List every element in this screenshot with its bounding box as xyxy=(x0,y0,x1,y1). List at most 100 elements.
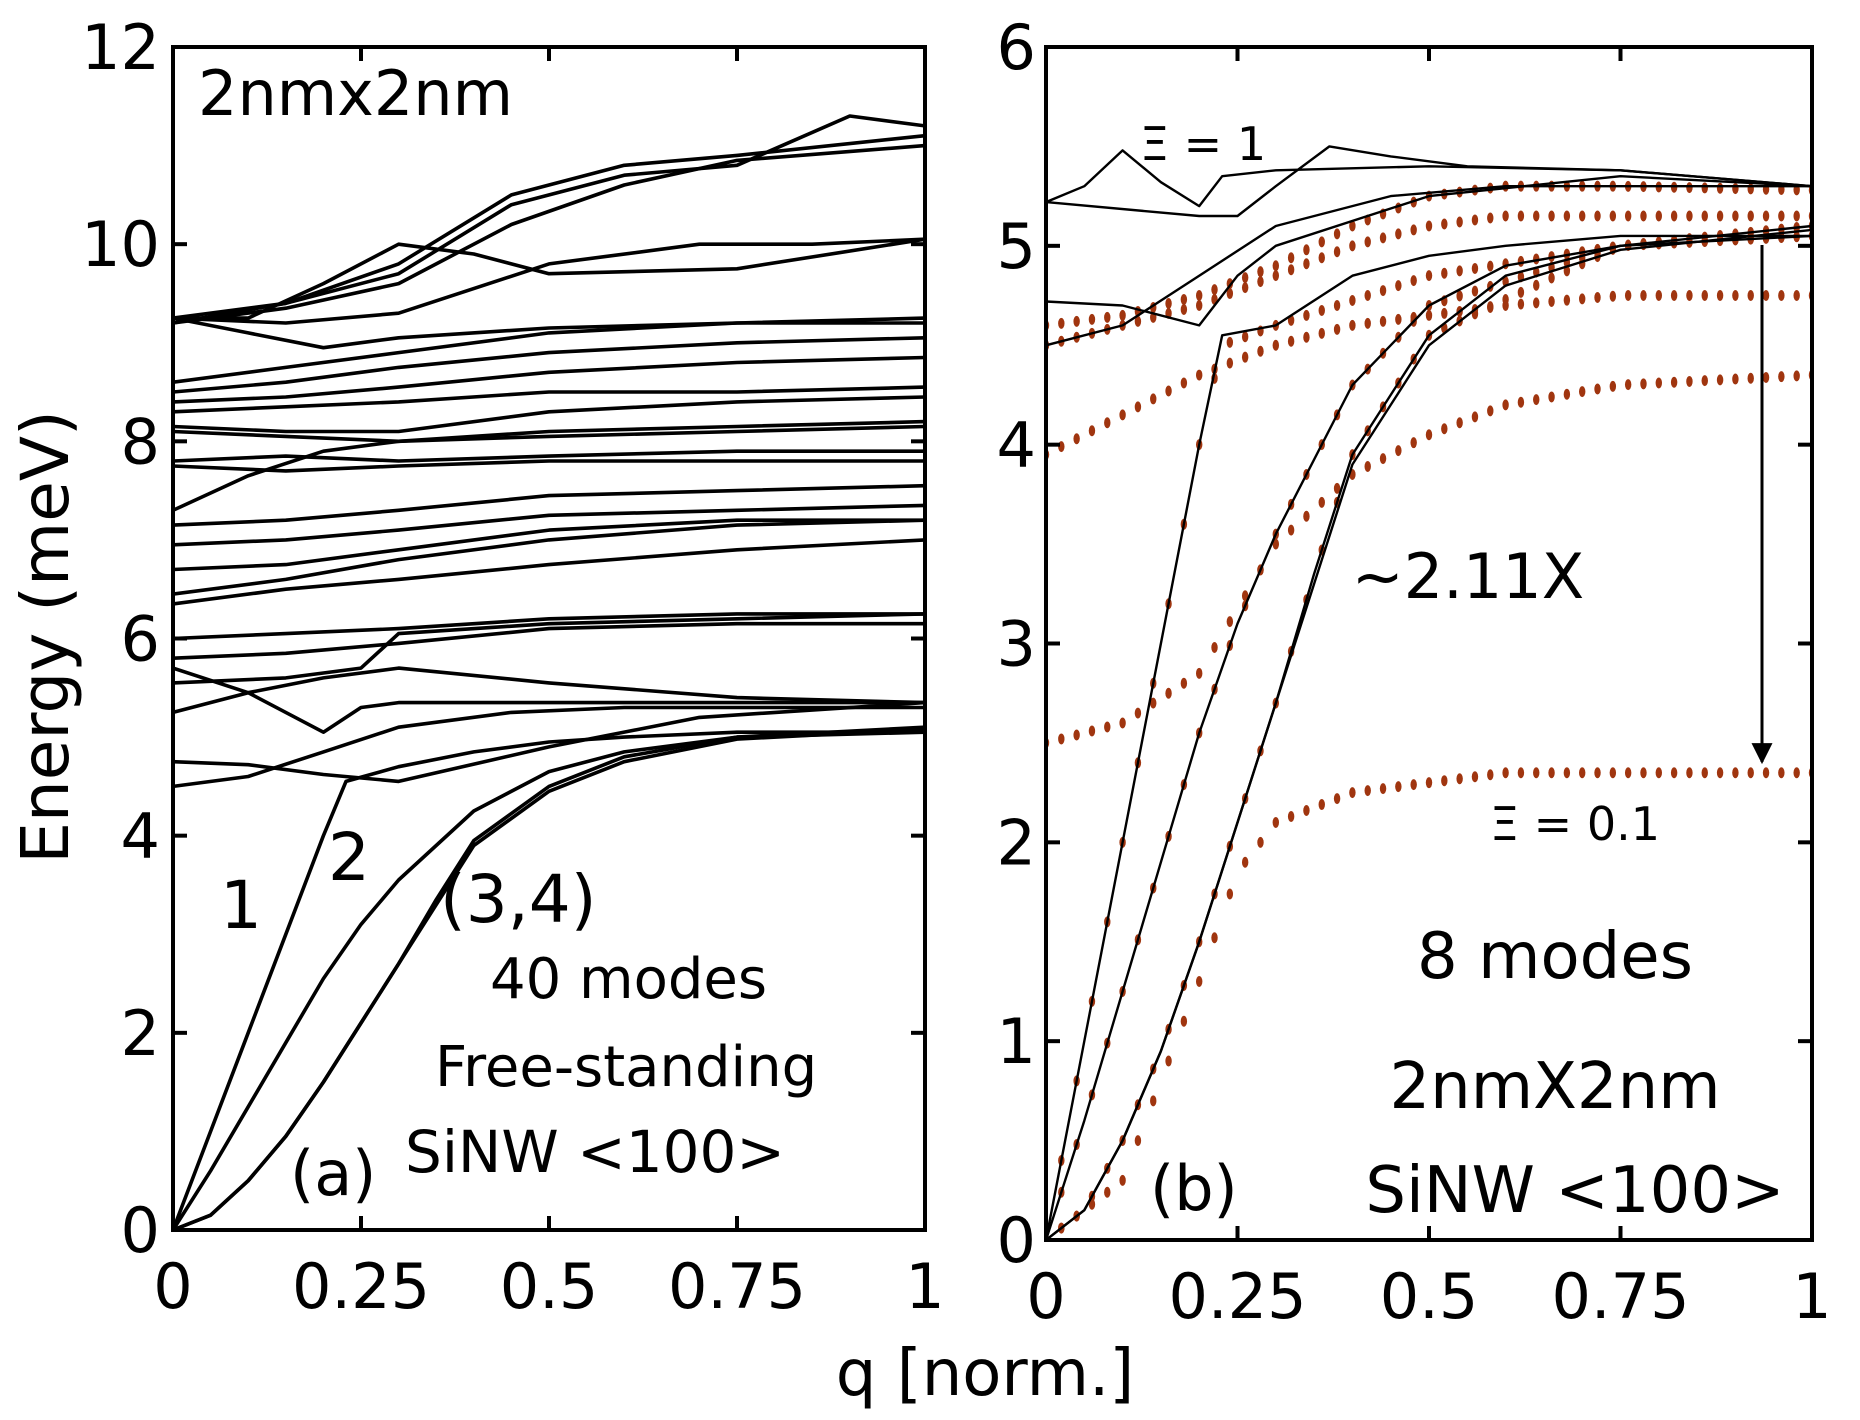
dot xyxy=(1165,1055,1172,1067)
dot xyxy=(1364,785,1371,797)
mode-m20 xyxy=(173,424,925,444)
mode-m14 xyxy=(173,518,925,572)
dot xyxy=(1272,538,1280,550)
dot xyxy=(1180,377,1188,389)
panel-b-ytick-label: 4 xyxy=(997,409,1036,482)
xi1-b8 xyxy=(1046,145,1812,218)
dot xyxy=(1456,216,1463,228)
dot xyxy=(1211,932,1218,944)
dot xyxy=(1165,385,1172,397)
dot xyxy=(1686,767,1693,779)
dot xyxy=(1349,319,1356,331)
dot xyxy=(1425,777,1433,789)
dot xyxy=(1180,1015,1188,1027)
dot xyxy=(1226,888,1234,900)
dot xyxy=(1778,210,1785,222)
dot xyxy=(1563,767,1571,779)
dot xyxy=(1333,323,1341,335)
dot xyxy=(1196,976,1203,988)
dot xyxy=(1732,290,1739,302)
panel-b-ytick-label: 2 xyxy=(997,806,1036,879)
dot xyxy=(1303,805,1310,817)
mode-m6 xyxy=(173,700,925,784)
panel-b-desc-2: SiNW <100> xyxy=(1365,1154,1784,1228)
mode-m26 xyxy=(173,316,925,350)
mode-m18 xyxy=(173,459,925,473)
dot xyxy=(1502,767,1509,779)
dot xyxy=(1211,641,1218,653)
dot xyxy=(1364,236,1371,248)
dot xyxy=(1793,370,1800,382)
panel-a-modes: 40 modes xyxy=(490,947,767,1012)
dot xyxy=(1395,781,1402,793)
dot xyxy=(1517,767,1525,779)
dot xyxy=(1318,496,1325,508)
dot xyxy=(1073,729,1080,741)
dot xyxy=(1410,779,1417,791)
panel-a-xtick-label: 0.25 xyxy=(292,1250,430,1323)
panel-b-ytick-label: 0 xyxy=(997,1204,1036,1277)
dot xyxy=(1088,725,1096,737)
dot xyxy=(1471,771,1479,783)
dot xyxy=(1609,210,1617,222)
panel-b-ticks: 0 0.25 0.5 0.75 1 0 1 2 3 4 5 6 xyxy=(997,11,1832,1333)
dot xyxy=(1241,351,1249,363)
dot xyxy=(1395,280,1402,292)
dot xyxy=(1364,461,1371,473)
y-axis-label: Energy (meV) xyxy=(7,410,84,864)
mode-4 xyxy=(173,727,925,1230)
dot xyxy=(1563,388,1571,400)
dot xyxy=(1670,210,1678,222)
dot xyxy=(1732,373,1739,385)
dot xyxy=(1624,379,1632,391)
dot xyxy=(1762,767,1770,779)
dot xyxy=(1303,309,1310,321)
dot xyxy=(1364,317,1371,329)
mode-m13 xyxy=(173,518,925,596)
xi-01-label: Ξ = 0.1 xyxy=(1490,797,1660,851)
dot xyxy=(1073,315,1080,327)
dot xyxy=(1778,767,1785,779)
panel-a-ytick-label: 6 xyxy=(121,603,160,676)
dot xyxy=(1349,220,1356,232)
dot xyxy=(1303,510,1310,522)
panel-a-desc-1: Free-standing xyxy=(435,1035,817,1100)
dot xyxy=(1303,244,1310,256)
dot xyxy=(1533,297,1540,309)
dot xyxy=(1196,299,1203,311)
dot xyxy=(1579,293,1586,305)
dot xyxy=(1410,437,1417,449)
dot xyxy=(1624,767,1632,779)
dot xyxy=(1594,210,1601,222)
mode-2 xyxy=(173,730,925,1230)
dot xyxy=(1364,290,1371,302)
dot xyxy=(1333,299,1341,311)
dot xyxy=(1333,246,1341,258)
dot xyxy=(1471,285,1479,297)
dot xyxy=(1104,417,1111,429)
dot xyxy=(1640,210,1647,222)
dot xyxy=(1165,687,1172,699)
dot xyxy=(1272,270,1280,282)
dot xyxy=(1716,182,1724,194)
panel-b-xtick-label: 0.5 xyxy=(1380,1260,1479,1333)
mode-m12 xyxy=(173,538,925,606)
mode-m8 xyxy=(173,666,925,715)
dot xyxy=(1379,783,1387,795)
dot xyxy=(1471,214,1479,226)
dot xyxy=(1701,767,1708,779)
dot xyxy=(1640,767,1647,779)
dot xyxy=(1533,210,1540,222)
dot xyxy=(1778,371,1785,383)
dot xyxy=(1624,290,1632,302)
dot xyxy=(1441,218,1448,230)
dot xyxy=(1471,411,1479,423)
dot xyxy=(1287,264,1295,276)
dot xyxy=(1441,307,1448,319)
mode-m19 xyxy=(173,449,925,463)
panel-b-letter: (b) xyxy=(1150,1152,1238,1225)
panel-b-xtick-label: 0 xyxy=(1026,1260,1065,1333)
dot xyxy=(1150,697,1157,709)
